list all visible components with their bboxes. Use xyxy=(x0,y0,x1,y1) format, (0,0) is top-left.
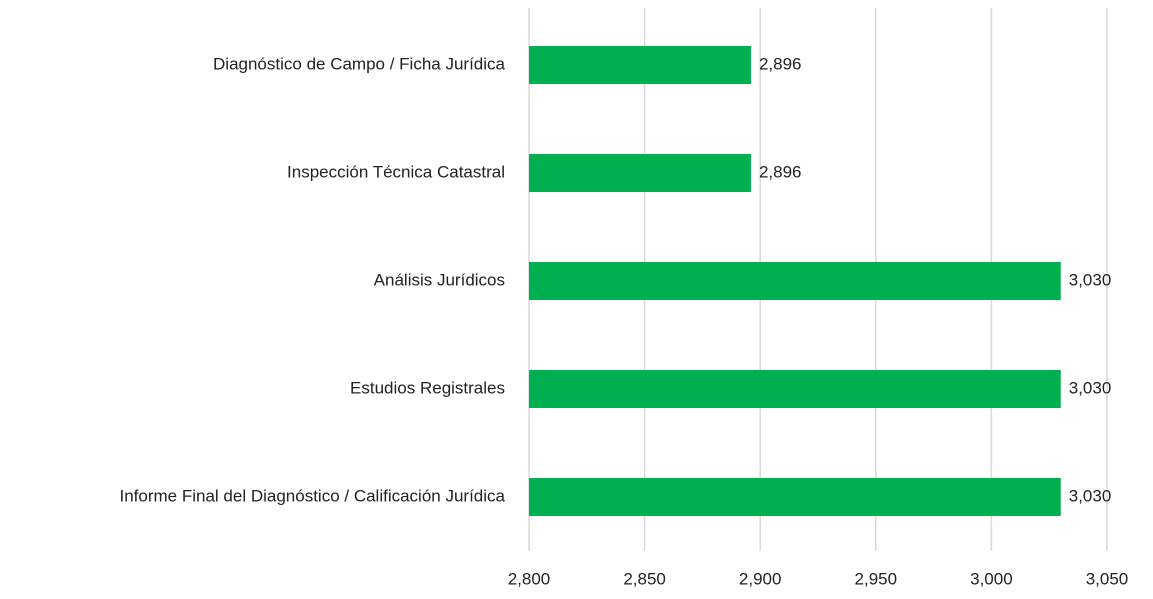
x-tick-label: 2,850 xyxy=(623,569,666,588)
data-label: 3,030 xyxy=(1069,486,1112,505)
x-tick-label: 3,050 xyxy=(1086,569,1129,588)
bar xyxy=(529,262,1061,300)
data-label: 3,030 xyxy=(1069,270,1112,289)
x-tick-label: 2,800 xyxy=(508,569,551,588)
y-tick-label: Diagnóstico de Campo / Ficha Jurídica xyxy=(213,54,506,73)
x-tick-label: 2,900 xyxy=(739,569,782,588)
y-tick-label: Informe Final del Diagnóstico / Califica… xyxy=(119,486,505,505)
bar xyxy=(529,478,1061,516)
data-label: 3,030 xyxy=(1069,378,1112,397)
x-tick-label: 3,000 xyxy=(970,569,1013,588)
y-tick-label: Estudios Registrales xyxy=(350,378,505,397)
bar xyxy=(529,370,1061,408)
y-tick-label: Inspección Técnica Catastral xyxy=(287,162,505,181)
data-label: 2,896 xyxy=(759,54,802,73)
bar xyxy=(529,46,751,84)
y-tick-label: Análisis Jurídicos xyxy=(374,270,505,289)
data-label: 2,896 xyxy=(759,162,802,181)
x-tick-label: 2,950 xyxy=(855,569,898,588)
bar xyxy=(529,154,751,192)
